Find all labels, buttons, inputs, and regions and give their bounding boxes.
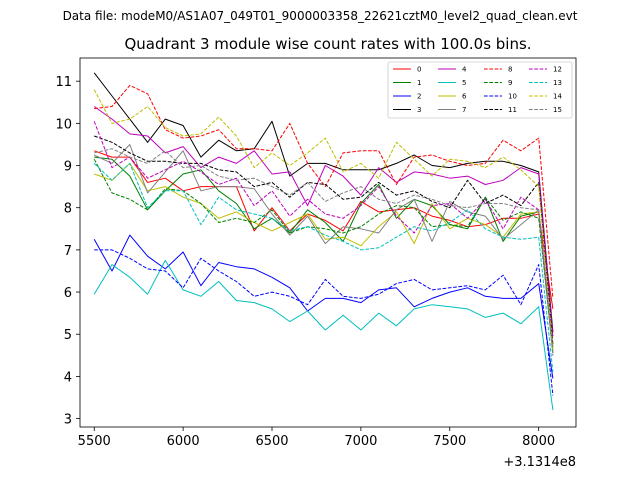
y-tick-label-7: 7 (64, 244, 72, 259)
series-line-7 (93, 144, 554, 347)
legend-label-11: 11 (508, 106, 517, 114)
legend-label-12: 12 (553, 66, 562, 74)
series-layer (93, 72, 554, 411)
series-line-15 (94, 148, 554, 356)
legend-label-8: 8 (508, 66, 512, 74)
x-tick-label-6500: 6500 (255, 434, 288, 449)
y-tick-label-6: 6 (64, 286, 72, 301)
y-tick-label-4: 4 (64, 370, 72, 385)
series-line-8 (94, 84, 554, 299)
legend-label-4: 4 (462, 66, 467, 74)
series-line-5 (93, 259, 554, 411)
chart-title: Quadrant 3 module wise count rates with … (124, 35, 531, 53)
y-tick-label-8: 8 (64, 202, 72, 217)
series-line-4 (93, 106, 554, 337)
y-tick-label-3: 3 (64, 413, 72, 428)
y-tick-label-5: 5 (64, 328, 72, 343)
series-line-13 (93, 162, 554, 373)
x-tick-label-5500: 5500 (78, 434, 111, 449)
series-line-2 (93, 234, 554, 379)
legend-label-6: 6 (462, 93, 467, 101)
legend-label-7: 7 (462, 106, 466, 114)
legend-label-0: 0 (417, 66, 421, 74)
legend-label-14: 14 (553, 93, 562, 101)
series-line-1 (94, 156, 554, 354)
y-tick-label-11: 11 (55, 75, 72, 90)
x-offset-label: +3.1314e8 (503, 455, 576, 470)
y-tick-label-9: 9 (64, 160, 72, 175)
legend-label-13: 13 (553, 79, 562, 87)
legend-frame (387, 61, 573, 119)
legend-label-3: 3 (417, 106, 421, 114)
plot-frame (79, 57, 577, 428)
x-tick-label-8000: 8000 (522, 434, 555, 449)
series-line-11 (94, 135, 554, 345)
legend-label-5: 5 (462, 79, 466, 87)
x-tick-label-7500: 7500 (433, 434, 466, 449)
x-tick-label-6000: 6000 (167, 434, 200, 449)
series-line-0 (94, 150, 554, 309)
legend-label-2: 2 (417, 93, 421, 101)
y-axis: 3 4 5 6 7 8 9 10 11 (55, 75, 80, 428)
series-line-3 (93, 72, 554, 333)
legend-label-15: 15 (553, 106, 562, 114)
series-line-14 (93, 89, 554, 352)
series-line-12 (93, 121, 554, 356)
series-line-6 (94, 162, 554, 350)
legend-label-9: 9 (508, 79, 512, 87)
chart-suptitle: Data file: modeM0/AS1A07_049T01_90000033… (63, 9, 578, 23)
series-line-10 (94, 249, 554, 396)
y-tick-label-10: 10 (55, 117, 72, 132)
legend-label-10: 10 (508, 93, 517, 101)
x-axis: 5500 6000 6500 7000 7500 8000 (78, 427, 555, 449)
legend-label-1: 1 (417, 79, 421, 87)
x-tick-label-7000: 7000 (344, 434, 377, 449)
